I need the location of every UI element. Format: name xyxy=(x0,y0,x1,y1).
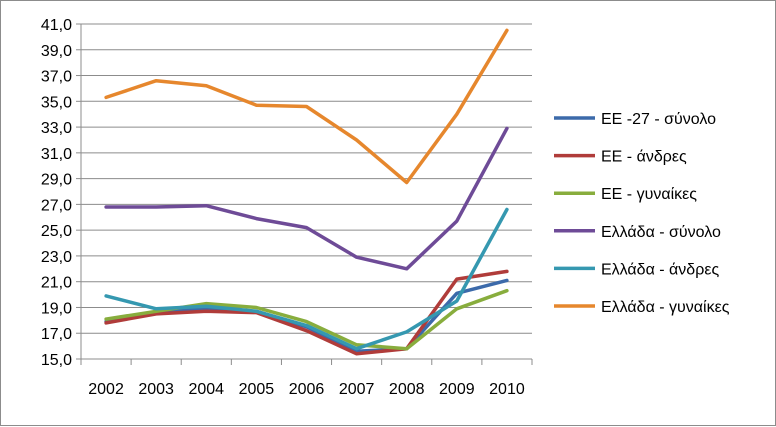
y-tick-label: 21,0 xyxy=(41,275,72,292)
y-tick-label: 41,0 xyxy=(41,17,72,34)
y-tick-label: 35,0 xyxy=(41,94,72,111)
y-tick-label: 33,0 xyxy=(41,120,72,137)
series-line xyxy=(104,28,509,185)
gridlines xyxy=(81,23,532,334)
legend-label: Ελλάδα - άνδρες xyxy=(601,261,719,278)
y-tick-label: 31,0 xyxy=(41,146,72,163)
legend-label: Ελλάδα - γυναίκες xyxy=(601,299,730,316)
y-tick-label: 37,0 xyxy=(41,69,72,86)
y-tick-label: 39,0 xyxy=(41,43,72,60)
x-tick-label: 2010 xyxy=(489,381,525,398)
y-tick-label: 29,0 xyxy=(41,172,72,189)
x-tick-label: 2006 xyxy=(289,381,325,398)
legend-label: ΕΕ -27 - σύνολο xyxy=(601,111,716,128)
series-line xyxy=(104,269,509,356)
series-line xyxy=(104,288,509,351)
legend: ΕΕ -27 - σύνολο ΕΕ - άνδρες ΕΕ - γυναίκες Ε… xyxy=(554,111,730,316)
x-tick-label: 2008 xyxy=(389,381,425,398)
series-lines xyxy=(104,28,509,356)
y-tick-label: 23,0 xyxy=(41,249,72,266)
y-tick-label: 17,0 xyxy=(41,326,72,343)
y-tick-label: 19,0 xyxy=(41,300,72,317)
legend-label: ΕΕ - άνδρες xyxy=(601,149,687,166)
y-tick-label: 15,0 xyxy=(41,352,72,369)
axes: 15,0 17,0 19,0 21,0 23,0 25,0 27,0 29,0 31,0 33,0… xyxy=(41,17,533,398)
series-line xyxy=(104,126,509,271)
x-tick-label: 2004 xyxy=(188,381,224,398)
x-tick-label: 2005 xyxy=(239,381,275,398)
legend-label: Ελλάδα - σύνολο xyxy=(601,224,721,241)
x-tick-label: 2003 xyxy=(138,381,174,398)
legend-label: ΕΕ - γυναίκες xyxy=(601,186,697,203)
x-tick-label: 2009 xyxy=(439,381,475,398)
x-tick-label: 2007 xyxy=(339,381,375,398)
y-tick-label: 27,0 xyxy=(41,197,72,214)
x-tick-label: 2002 xyxy=(88,381,124,398)
series-line xyxy=(104,207,509,351)
y-tick-label: 25,0 xyxy=(41,223,72,240)
